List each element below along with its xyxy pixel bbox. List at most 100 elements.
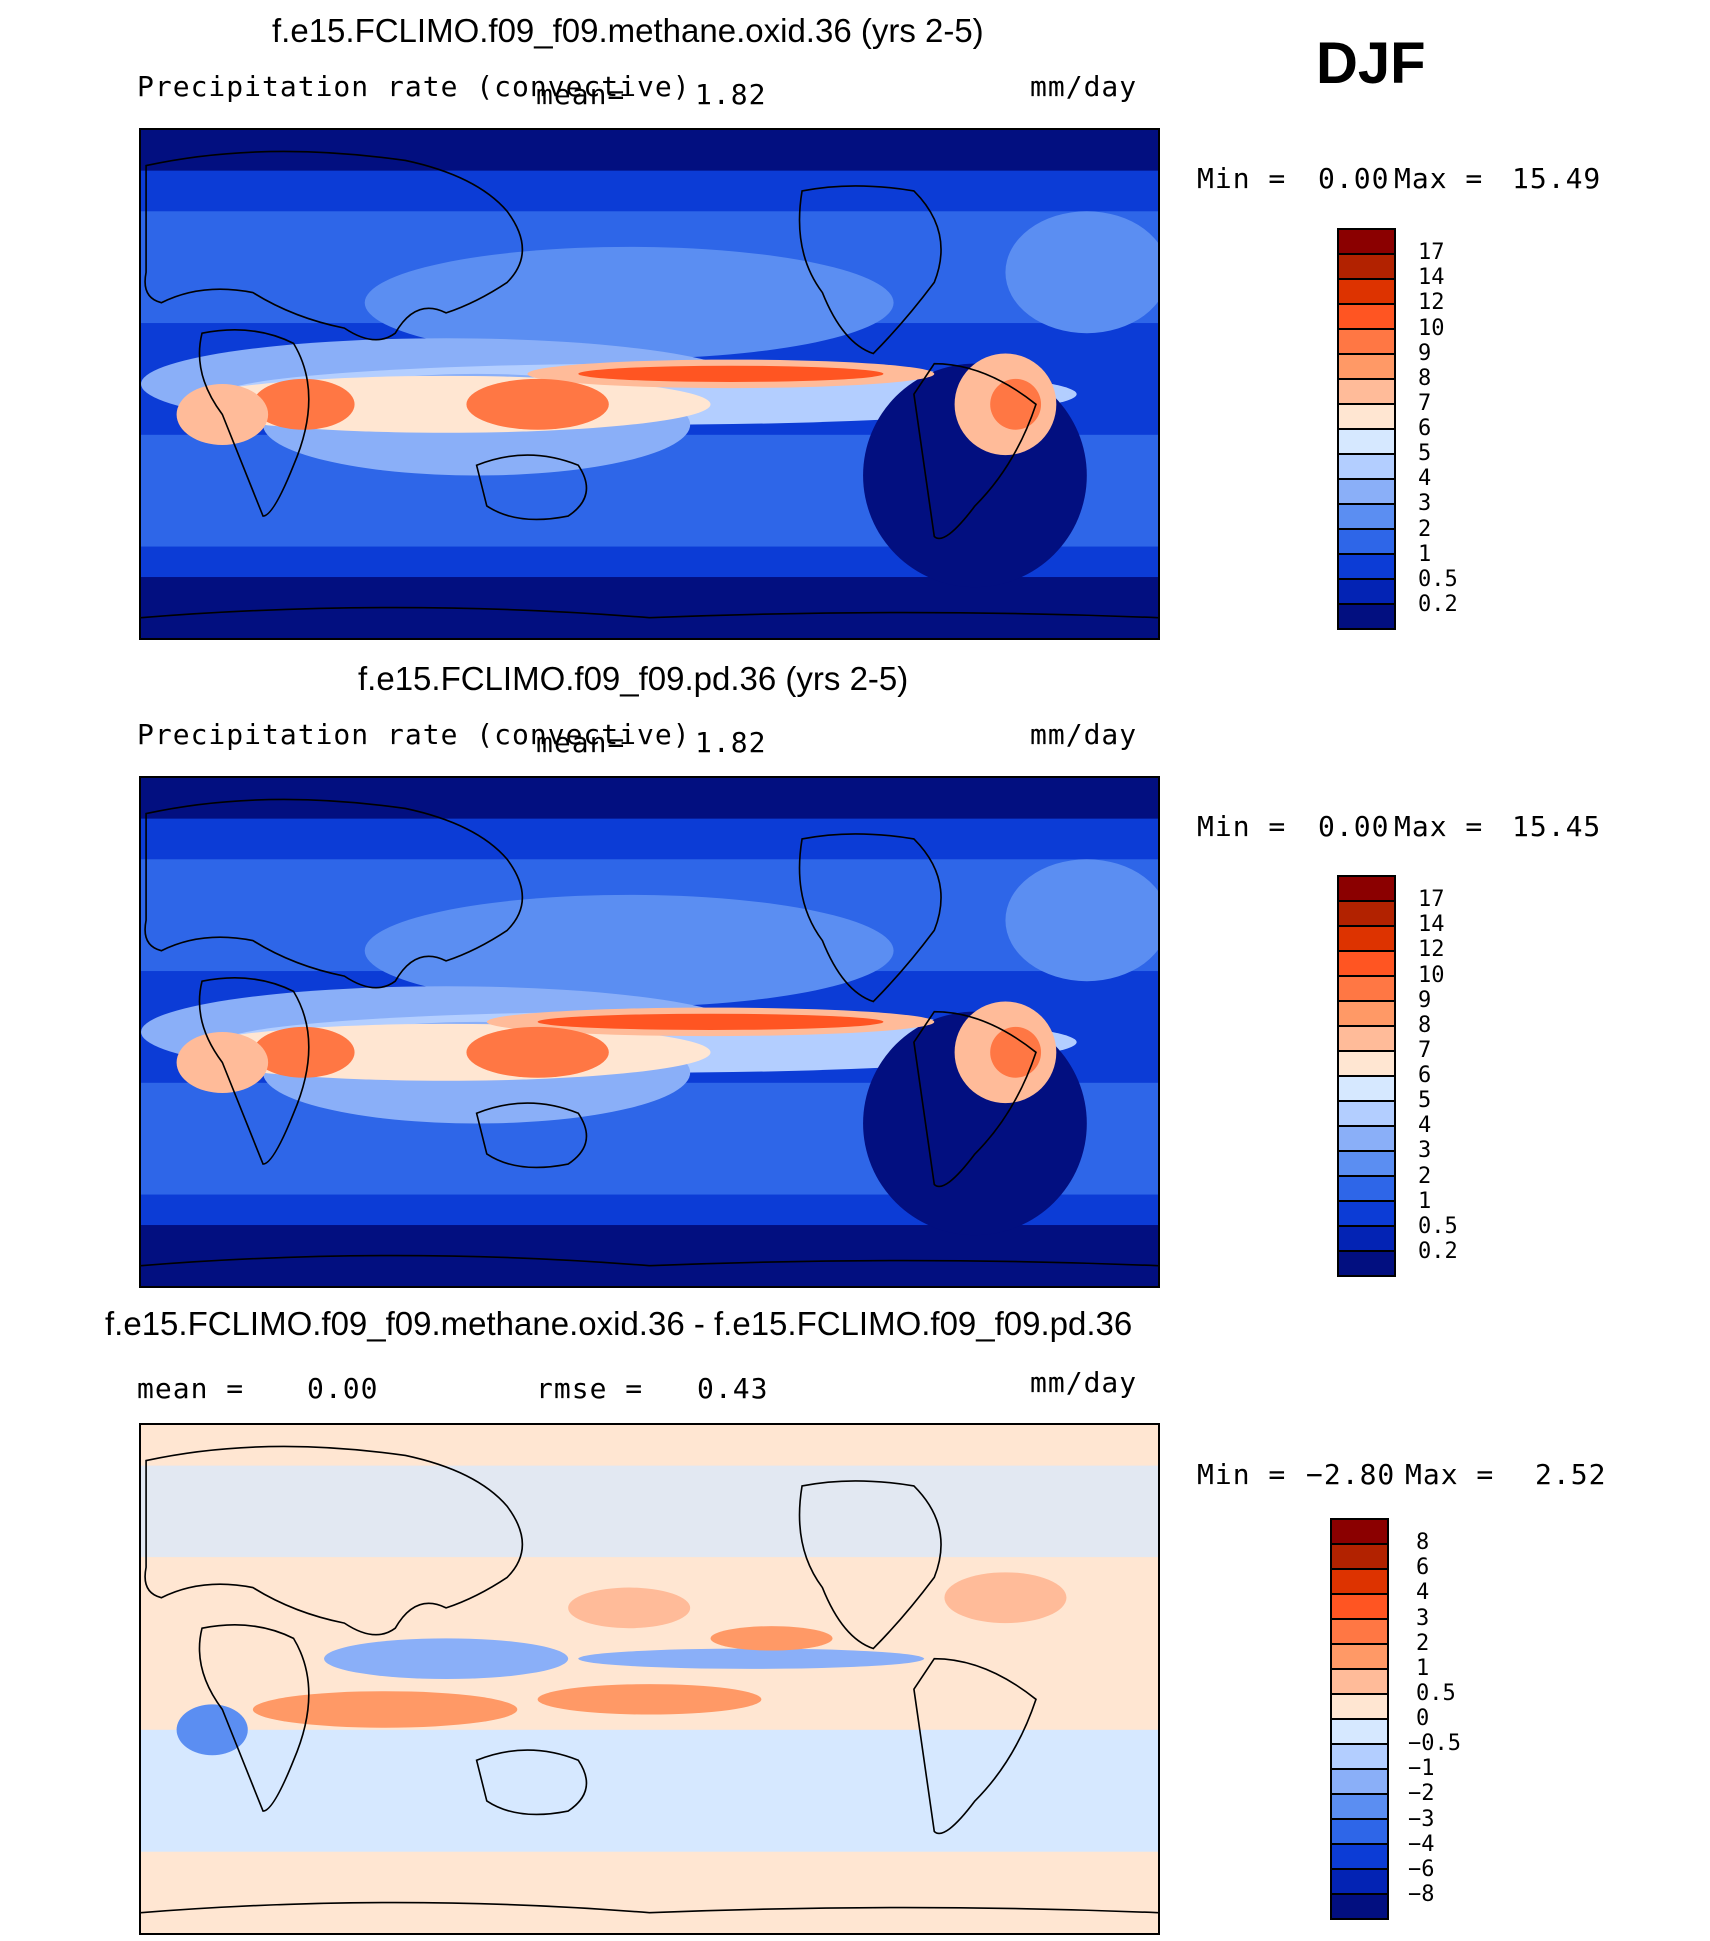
north-atlantic-rain xyxy=(1005,859,1158,982)
north-pacific-positive xyxy=(568,1587,691,1629)
south-africa-negative xyxy=(176,1704,248,1756)
colorbar-cell xyxy=(1339,455,1394,480)
colorbar-cell xyxy=(1339,280,1394,305)
africa-rain xyxy=(252,1026,355,1078)
colorbar-label: 12 xyxy=(1418,937,1445,963)
colorbar-cell xyxy=(1332,1570,1387,1595)
colorbar-cell xyxy=(1332,1770,1387,1795)
panel-1-units: mm/day xyxy=(1030,70,1138,103)
coastlines xyxy=(141,1445,1158,1914)
colorbar-label: 1 xyxy=(1416,1655,1430,1681)
colorbar-cell xyxy=(1339,1052,1394,1077)
colorbar-label: 4 xyxy=(1418,1113,1432,1139)
panel-1-variable: Precipitation rate (convective) xyxy=(137,70,691,103)
panel-1-mean-label: mean= xyxy=(536,78,626,111)
colorbar-cell xyxy=(1339,1227,1394,1252)
colorbar-label: 1 xyxy=(1418,541,1432,567)
colorbar-cell xyxy=(1339,530,1394,555)
north-negative-band xyxy=(141,1465,1158,1558)
colorbar-cell xyxy=(1339,877,1394,902)
colorbar-cell xyxy=(1332,1620,1387,1645)
amazon-core xyxy=(990,1026,1042,1078)
africa-rain xyxy=(252,378,355,430)
colorbar-cell xyxy=(1339,1002,1394,1027)
panel-1-title: f.e15.FCLIMO.f09_f09.methane.oxid.36 (yr… xyxy=(272,12,984,49)
panel-2-mean-value: 1.82 xyxy=(695,726,767,759)
colorbar-cell xyxy=(1339,1077,1394,1102)
colorbar-cell xyxy=(1339,580,1394,605)
colorbar-label: 0.2 xyxy=(1418,1238,1458,1264)
spcz-positive xyxy=(537,1684,762,1715)
colorbar-cell xyxy=(1332,1695,1387,1720)
panel-3-colorbar-labels: 8 6 4 3 2 1 0.5 0 −0.5 −1 −2 −3 −4 −6 −8 xyxy=(1408,1518,1498,1920)
panel-2-min-label: Min = xyxy=(1197,810,1287,843)
itcz-core xyxy=(578,365,884,382)
north-atlantic-rain xyxy=(1005,211,1158,334)
colorbar-label: 1 xyxy=(1418,1188,1432,1214)
colorbar-label: 0.2 xyxy=(1418,591,1458,617)
colorbar-label: 0.5 xyxy=(1416,1680,1456,1706)
season-label: DJF xyxy=(1316,31,1426,96)
colorbar-cell xyxy=(1332,1545,1387,1570)
colorbar-cell xyxy=(1332,1670,1387,1695)
colorbar-cell xyxy=(1339,505,1394,530)
panel-1-map-svg xyxy=(141,130,1158,638)
colorbar-label: 8 xyxy=(1418,1012,1432,1038)
colorbar-label: −1 xyxy=(1408,1756,1435,1782)
panel-3-min-value: −2.80 xyxy=(1306,1458,1396,1491)
panel-3-units: mm/day xyxy=(1030,1366,1138,1399)
colorbar-cell xyxy=(1339,355,1394,380)
colorbar-label: 9 xyxy=(1418,987,1432,1013)
colorbar-cell xyxy=(1339,952,1394,977)
pacific-negative xyxy=(578,1648,925,1669)
panel-2-colorbar xyxy=(1337,875,1396,1277)
colorbar-label: 6 xyxy=(1418,1063,1432,1088)
panel-3-mean-label: mean = xyxy=(137,1372,245,1405)
colorbar-cell xyxy=(1332,1795,1387,1820)
panel-2-max-value: 15.45 xyxy=(1512,810,1602,843)
colorbar-cell xyxy=(1339,430,1394,455)
colorbar-cell xyxy=(1339,480,1394,505)
panel-1-min-label: Min = xyxy=(1197,162,1287,195)
panel-3-map xyxy=(139,1423,1160,1935)
south-negative-band xyxy=(141,1729,1158,1852)
panel-2-min-value: 0.00 xyxy=(1318,810,1390,843)
panel-1-colorbar-labels: 17 14 12 10 9 8 7 6 5 4 3 2 1 0.5 0.2 xyxy=(1418,228,1498,630)
colorbar-cell xyxy=(1339,1152,1394,1177)
colorbar-label: 10 xyxy=(1418,962,1445,988)
colorbar-label: 10 xyxy=(1418,315,1445,341)
colorbar-cell xyxy=(1339,1127,1394,1152)
colorbar-cell xyxy=(1332,1720,1387,1745)
colorbar-label: 14 xyxy=(1418,265,1445,291)
colorbar-label: 4 xyxy=(1416,1580,1430,1606)
colorbar-label: 17 xyxy=(1418,240,1445,266)
colorbar-cell xyxy=(1332,1745,1387,1770)
colorbar-cell xyxy=(1339,305,1394,330)
colorbar-label: 12 xyxy=(1418,290,1445,316)
colorbar-label: 3 xyxy=(1418,1138,1432,1164)
colorbar-label: 7 xyxy=(1418,390,1432,416)
colorbar-label: 14 xyxy=(1418,912,1445,938)
panel-3-rmse-value: 0.43 xyxy=(697,1372,769,1405)
colorbar-label: 6 xyxy=(1418,416,1432,441)
panel-2-colorbar-labels: 17 14 12 10 9 8 7 6 5 4 3 2 1 0.5 0.2 xyxy=(1418,875,1498,1277)
colorbar-label: −2 xyxy=(1408,1781,1435,1807)
panel-1-max-value: 15.49 xyxy=(1512,162,1602,195)
colorbar-label: 0.5 xyxy=(1418,566,1458,592)
panel-1-colorbar xyxy=(1337,228,1396,630)
indian-ocean-positive xyxy=(252,1691,518,1728)
colorbar-label: 3 xyxy=(1416,1605,1430,1631)
panel-2-mean-label: mean= xyxy=(536,726,626,759)
central-pacific-positive xyxy=(710,1626,833,1651)
colorbar-label: 17 xyxy=(1418,887,1445,913)
colorbar-cell xyxy=(1339,230,1394,255)
panel-3-title: f.e15.FCLIMO.f09_f09.methane.oxid.36 - f… xyxy=(105,1305,1133,1342)
panel-3-max-label: Max = xyxy=(1405,1458,1495,1491)
panel-1-mean-value: 1.82 xyxy=(695,78,767,111)
colorbar-label: 2 xyxy=(1418,1163,1432,1189)
colorbar-cell xyxy=(1339,1177,1394,1202)
colorbar-label: 4 xyxy=(1418,466,1432,492)
colorbar-label: 2 xyxy=(1416,1630,1430,1656)
colorbar-label: 0 xyxy=(1416,1706,1430,1731)
colorbar-label: 8 xyxy=(1416,1530,1430,1556)
